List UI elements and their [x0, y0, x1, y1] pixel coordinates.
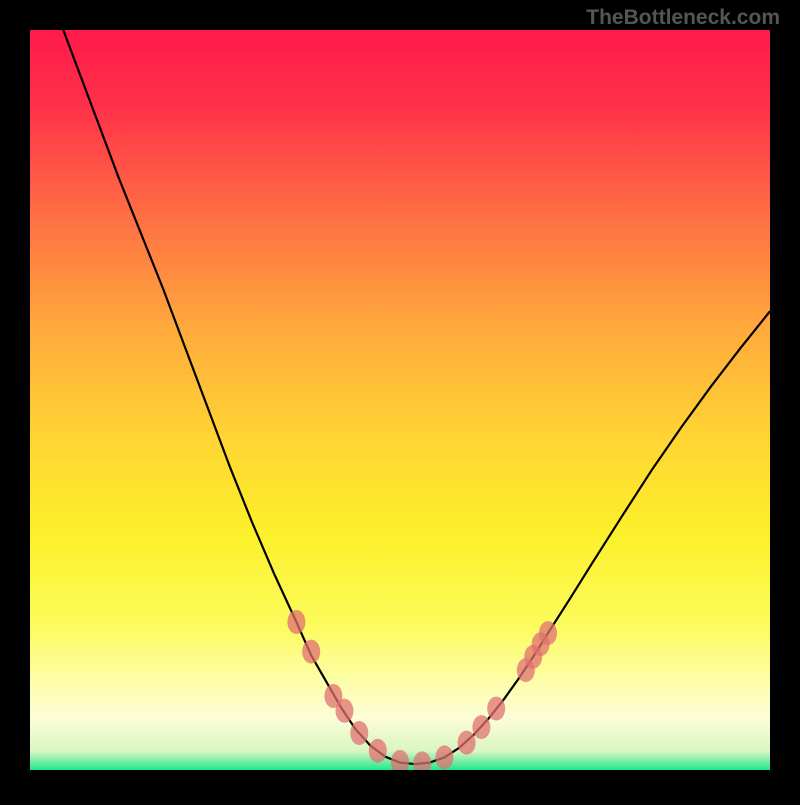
data-marker [369, 739, 387, 763]
data-marker [487, 697, 505, 721]
data-marker [539, 621, 557, 645]
data-marker [302, 640, 320, 664]
data-marker [336, 699, 354, 723]
chart-svg [0, 0, 800, 800]
watermark-text: TheBottleneck.com [586, 6, 780, 30]
bottleneck-chart [0, 0, 800, 800]
data-marker [472, 715, 490, 739]
data-marker [287, 610, 305, 634]
data-marker [435, 745, 453, 769]
data-marker [458, 731, 476, 755]
data-marker [350, 721, 368, 745]
